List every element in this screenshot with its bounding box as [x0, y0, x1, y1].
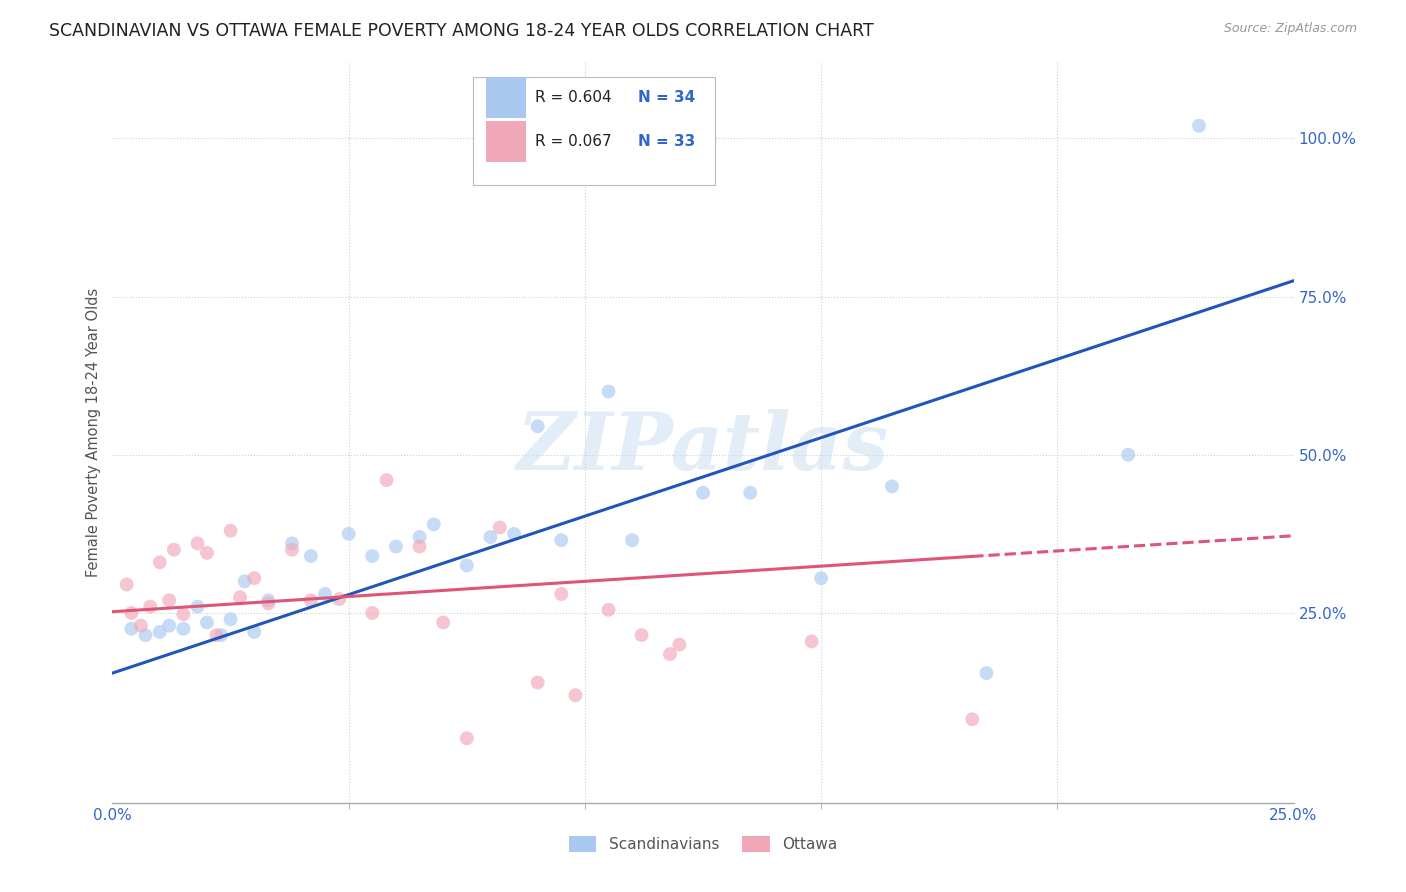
Point — [550, 533, 572, 548]
Point — [157, 618, 180, 632]
Point — [432, 615, 454, 630]
FancyBboxPatch shape — [485, 121, 526, 162]
Point — [172, 622, 194, 636]
Point — [880, 479, 903, 493]
Y-axis label: Female Poverty Among 18-24 Year Olds: Female Poverty Among 18-24 Year Olds — [86, 288, 101, 577]
Point — [692, 485, 714, 500]
Point — [1188, 119, 1211, 133]
Point — [281, 542, 304, 557]
Point — [172, 607, 194, 622]
Point — [115, 577, 138, 591]
Point — [408, 530, 430, 544]
Point — [139, 599, 162, 614]
Point — [257, 593, 280, 607]
FancyBboxPatch shape — [485, 77, 526, 118]
Point — [233, 574, 256, 589]
Point — [135, 628, 157, 642]
Text: ZIPatlas: ZIPatlas — [517, 409, 889, 486]
Point — [385, 540, 408, 554]
Point — [976, 666, 998, 681]
Point — [337, 527, 360, 541]
Point — [408, 540, 430, 554]
Point — [219, 612, 242, 626]
Point — [361, 606, 384, 620]
Point — [163, 542, 186, 557]
Point — [195, 546, 218, 560]
Point — [129, 618, 152, 632]
Point — [195, 615, 218, 630]
Text: R = 0.067: R = 0.067 — [536, 134, 612, 149]
Text: Source: ZipAtlas.com: Source: ZipAtlas.com — [1223, 22, 1357, 36]
Point — [120, 622, 142, 636]
Point — [810, 571, 832, 585]
Point — [740, 485, 762, 500]
Point — [598, 384, 620, 399]
Point — [229, 590, 252, 604]
Point — [375, 473, 398, 487]
Point — [526, 419, 548, 434]
Point — [186, 599, 208, 614]
Text: N = 33: N = 33 — [638, 134, 696, 149]
Point — [328, 592, 350, 607]
Point — [658, 647, 681, 661]
Point — [598, 603, 620, 617]
Point — [314, 587, 336, 601]
Point — [299, 549, 322, 563]
Point — [630, 628, 652, 642]
Text: SCANDINAVIAN VS OTTAWA FEMALE POVERTY AMONG 18-24 YEAR OLDS CORRELATION CHART: SCANDINAVIAN VS OTTAWA FEMALE POVERTY AM… — [49, 22, 875, 40]
Point — [456, 731, 478, 746]
Point — [149, 555, 172, 569]
Point — [219, 524, 242, 538]
Point — [550, 587, 572, 601]
Point — [186, 536, 208, 550]
Text: N = 34: N = 34 — [638, 90, 696, 104]
Text: R = 0.604: R = 0.604 — [536, 90, 612, 104]
Point — [149, 624, 172, 639]
Point — [243, 624, 266, 639]
Point — [503, 527, 526, 541]
Point — [209, 628, 232, 642]
Point — [299, 593, 322, 607]
Legend: Scandinavians, Ottawa: Scandinavians, Ottawa — [562, 830, 844, 858]
Point — [564, 688, 586, 702]
FancyBboxPatch shape — [472, 78, 714, 185]
Point — [1116, 448, 1139, 462]
Point — [243, 571, 266, 585]
Point — [962, 712, 984, 726]
Point — [205, 628, 228, 642]
Point — [157, 593, 180, 607]
Point — [621, 533, 644, 548]
Point — [257, 597, 280, 611]
Point — [668, 638, 690, 652]
Point — [422, 517, 444, 532]
Point — [120, 606, 142, 620]
Point — [800, 634, 823, 648]
Point — [479, 530, 502, 544]
Point — [489, 520, 512, 534]
Point — [361, 549, 384, 563]
Point — [526, 675, 548, 690]
Point — [281, 536, 304, 550]
Point — [456, 558, 478, 573]
